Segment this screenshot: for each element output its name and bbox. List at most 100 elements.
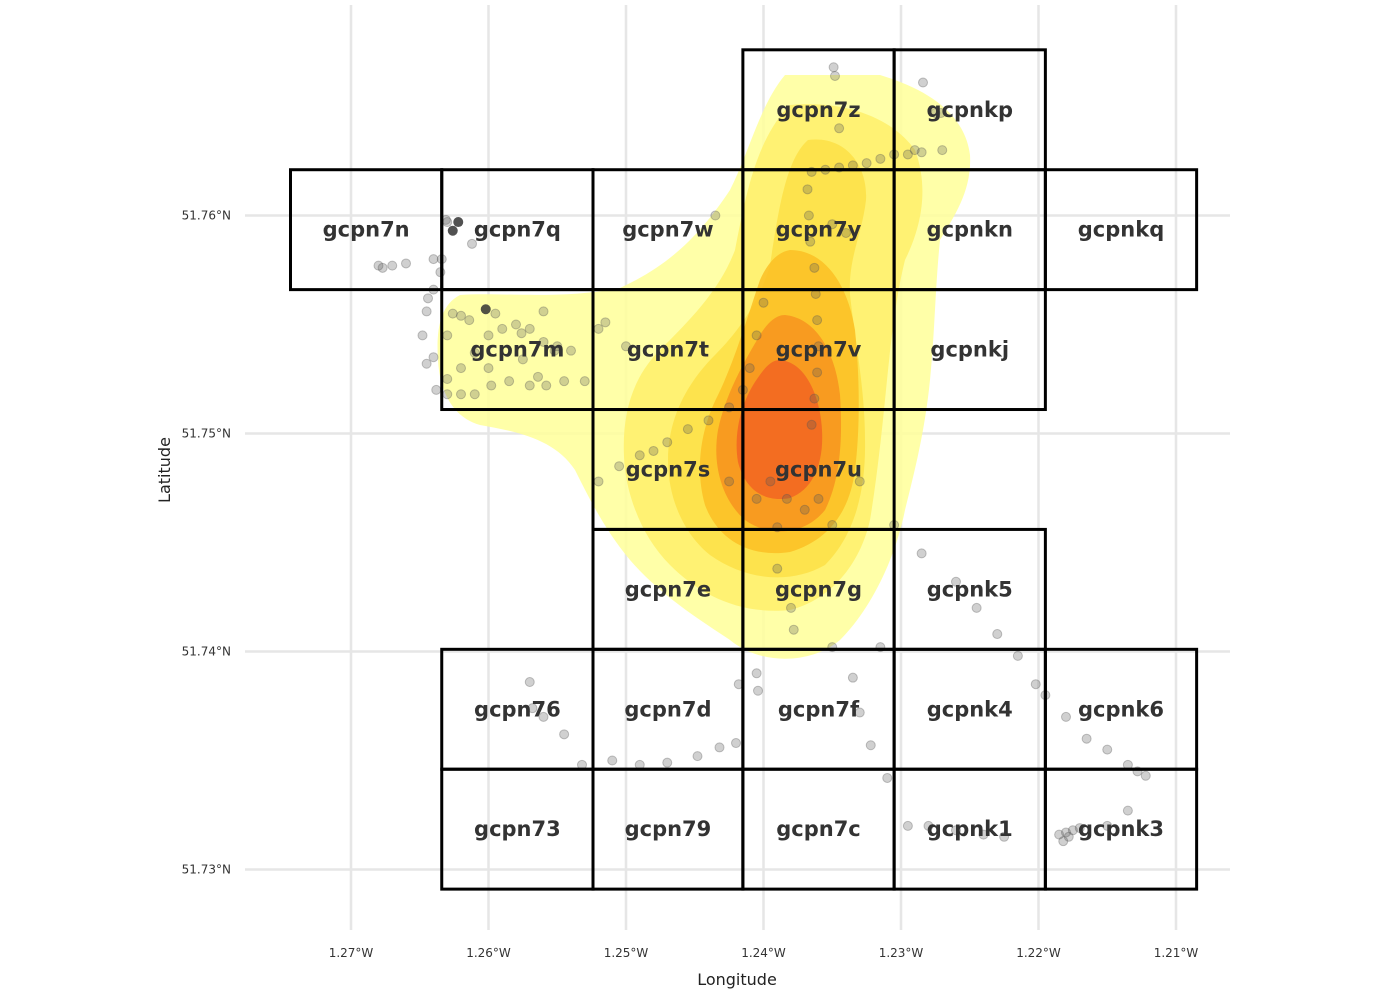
gps-point: [809, 262, 820, 273]
gps-point: [805, 236, 816, 247]
geohash-label: gcpn7f: [778, 697, 860, 721]
x-tick-label: 1.25°W: [604, 946, 649, 960]
x-tick-label: 1.22°W: [1016, 946, 1061, 960]
gps-point: [538, 306, 549, 317]
gps-point: [803, 210, 814, 221]
x-tick-label: 1.27°W: [329, 946, 374, 960]
density-contours: [437, 75, 971, 659]
gps-point: [483, 330, 494, 341]
gps-point: [1122, 805, 1133, 816]
gps-point: [854, 476, 865, 487]
gps-point: [758, 297, 769, 308]
gps-point: [593, 476, 604, 487]
gps-point: [902, 149, 913, 160]
gps-point: [828, 62, 839, 73]
gps-point: [517, 354, 528, 365]
geohash-label: gcpn7m: [470, 338, 564, 362]
geohash-label: gcpn7t: [627, 338, 709, 362]
geohash-label: gcpn7u: [775, 457, 862, 481]
gps-point: [469, 389, 480, 400]
gps-point: [486, 380, 497, 391]
x-axis-title: Longitude: [697, 970, 777, 989]
gps-point: [453, 217, 464, 228]
gps-point: [662, 757, 673, 768]
gps-point: [607, 755, 618, 766]
gps-point: [902, 820, 913, 831]
y-tick-label: 51.76°N: [182, 209, 231, 223]
gps-point: [662, 437, 673, 448]
y-tick-label: 51.75°N: [182, 427, 231, 441]
gps-point: [751, 330, 762, 341]
gps-point: [566, 345, 576, 356]
density-level-5: [736, 360, 823, 500]
gps-point: [524, 323, 535, 334]
gps-point: [847, 672, 858, 683]
gps-point: [692, 751, 703, 762]
gps-point: [806, 419, 817, 430]
gps-point: [834, 123, 845, 134]
gps-point: [772, 563, 783, 574]
gps-point: [799, 504, 810, 515]
gps-point: [1061, 711, 1071, 722]
geohash-label: gcpn7c: [776, 817, 861, 841]
x-tick-label: 1.24°W: [741, 946, 786, 960]
gps-point: [786, 602, 796, 613]
gps-point: [447, 308, 458, 319]
gps-point: [423, 293, 433, 304]
gps-point: [923, 820, 934, 831]
geohash-cell: [892, 288, 1047, 412]
gps-point: [765, 476, 776, 487]
axis-tick-labels: 1.27°W 1.26°W 1.25°W 1.24°W 1.23°W 1.22°W 1.21…: [182, 209, 1199, 961]
gps-point: [490, 308, 501, 319]
gps-point: [909, 145, 920, 156]
gps-point: [559, 376, 570, 387]
geohash-label: gcpn73: [474, 817, 561, 841]
gps-point: [827, 219, 838, 230]
gps-point: [802, 184, 813, 195]
gps-point: [813, 341, 824, 352]
gps-point: [937, 145, 948, 156]
gps-point: [387, 260, 398, 271]
gps-point: [999, 831, 1010, 842]
gps-point: [456, 363, 466, 374]
geohash-label: gcpnk3: [1078, 817, 1164, 841]
gps-point: [524, 677, 535, 688]
gps-point: [621, 341, 631, 352]
gps-point: [524, 380, 535, 391]
geohash-label: gcpnkq: [1078, 218, 1164, 242]
gps-point: [428, 352, 439, 363]
geohash-label: gcpn7v: [776, 338, 862, 362]
geohash-label: gcpnkj: [930, 338, 1009, 362]
geohash-cell: [1043, 168, 1199, 292]
gps-point: [483, 363, 494, 374]
gps-point: [812, 315, 823, 326]
geohash-label: gcpnk4: [927, 697, 1013, 721]
gps-point: [1074, 823, 1085, 834]
gps-point: [830, 70, 840, 81]
gps-point: [467, 238, 477, 249]
gps-point: [377, 262, 388, 273]
gps-point: [559, 729, 570, 740]
geohash-label: gcpnk5: [927, 577, 1013, 601]
gps-point: [538, 711, 549, 722]
gps-point: [865, 740, 876, 751]
geohash-cell: [1043, 767, 1199, 891]
gps-point: [682, 424, 693, 435]
gps-point: [951, 825, 961, 836]
gps-point: [1030, 679, 1041, 690]
gps-point: [710, 210, 721, 221]
geohash-label: gcpn7s: [626, 457, 711, 481]
gps-point: [614, 461, 625, 472]
gps-point: [527, 703, 538, 714]
gps-point: [916, 147, 927, 158]
gps-point: [1012, 650, 1023, 661]
gps-point: [401, 258, 411, 269]
gps-point: [951, 576, 961, 587]
gps-point: [875, 153, 886, 164]
gps-point: [841, 227, 851, 238]
gps-point: [497, 323, 508, 334]
gps-point: [593, 323, 604, 334]
gps-point: [417, 330, 428, 341]
